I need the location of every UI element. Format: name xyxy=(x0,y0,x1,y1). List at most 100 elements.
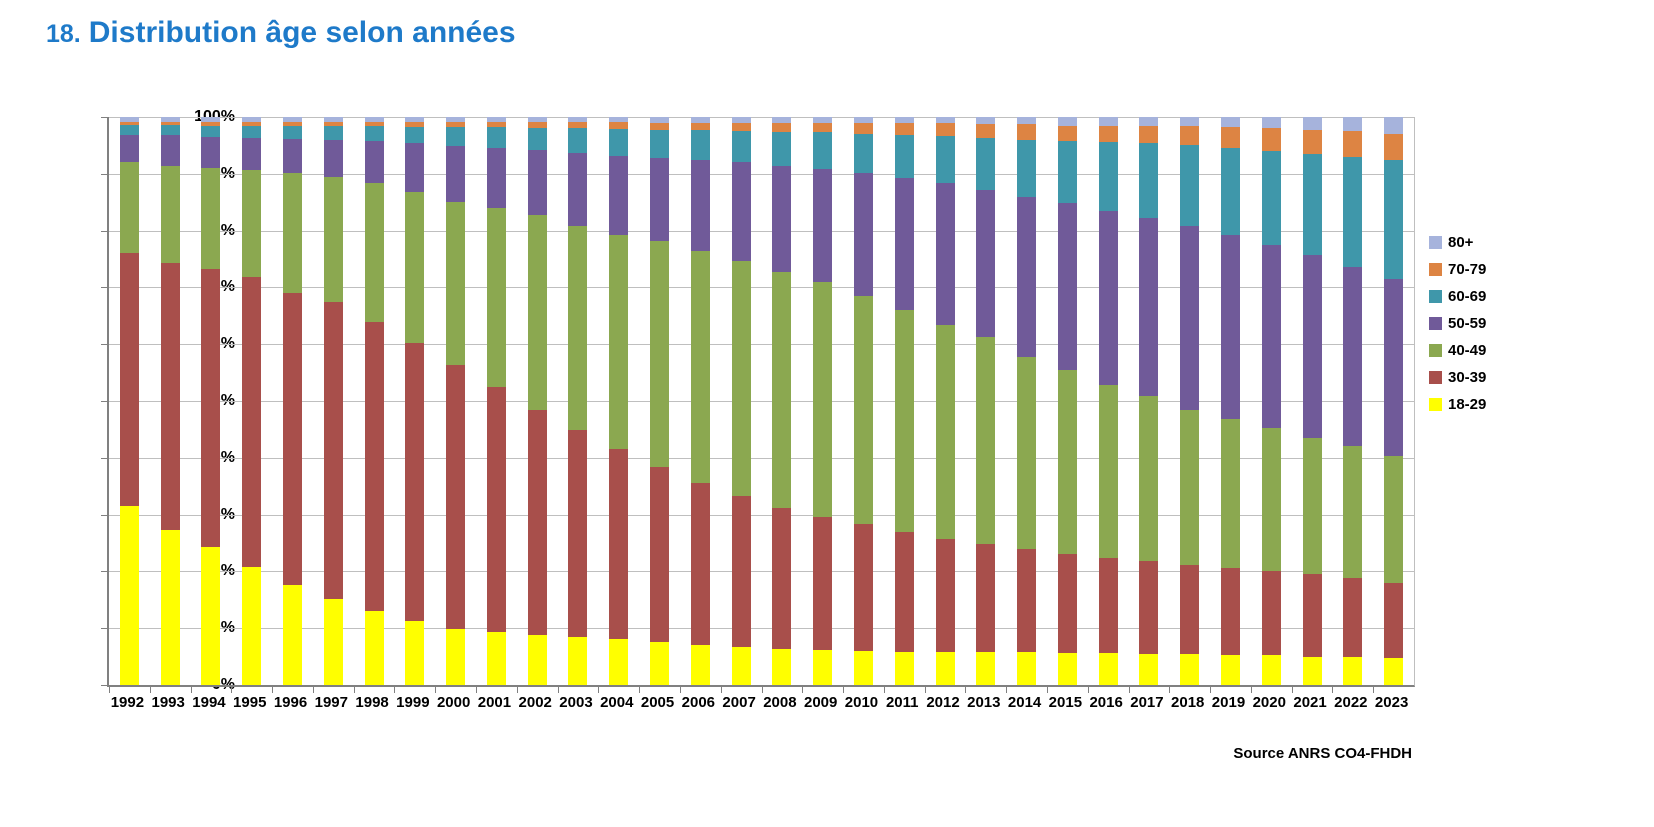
bar-slot-1996 xyxy=(272,117,313,685)
stacked-bar-2015 xyxy=(1057,117,1077,685)
bar-slot-2023 xyxy=(1373,117,1414,685)
bar-segment-2018-70-79 xyxy=(1180,126,1200,146)
bar-slot-2005 xyxy=(639,117,680,685)
bar-slot-2008 xyxy=(762,117,803,685)
bar-slot-2004 xyxy=(598,117,639,685)
bar-segment-2021-50-59 xyxy=(1302,255,1322,438)
y-tick xyxy=(101,173,109,175)
x-axis-label-1996: 1996 xyxy=(273,694,308,711)
x-tick xyxy=(802,687,804,693)
bar-segment-1997-60-69 xyxy=(323,126,343,140)
bar-segment-2004-60-69 xyxy=(609,128,629,156)
legend-label: 40-49 xyxy=(1448,342,1487,359)
bar-segment-1997-50-59 xyxy=(323,139,343,178)
x-axis-label-2016: 2016 xyxy=(1089,694,1123,711)
bar-segment-2015-50-59 xyxy=(1057,203,1077,370)
bar-segment-2017-50-59 xyxy=(1139,218,1159,397)
bar-segment-1996-80+ xyxy=(283,117,303,122)
bar-slot-2010 xyxy=(843,117,884,685)
bar-segment-2007-30-39 xyxy=(731,496,751,647)
bar-segment-2022-40-49 xyxy=(1343,446,1363,579)
legend-label: 50-59 xyxy=(1448,315,1487,332)
stacked-bar-1992 xyxy=(119,117,139,685)
bar-segment-2022-80+ xyxy=(1343,117,1363,132)
legend-swatch-18-29 xyxy=(1429,398,1442,411)
gridline-10% xyxy=(109,628,1414,630)
bar-segment-1995-60-69 xyxy=(242,125,262,139)
bar-segment-2019-60-69 xyxy=(1220,148,1240,236)
bar-segment-2004-70-79 xyxy=(609,122,629,129)
x-axis-label-2004: 2004 xyxy=(600,694,634,711)
bar-slot-2011 xyxy=(884,117,925,685)
bar-segment-1993-40-49 xyxy=(160,165,180,263)
stacked-bar-2014 xyxy=(1017,117,1037,685)
bar-slot-2013 xyxy=(965,117,1006,685)
bar-segment-1992-80+ xyxy=(119,117,139,122)
legend-swatch-30-39 xyxy=(1429,371,1442,384)
x-axis-label-2020: 2020 xyxy=(1252,694,1286,711)
legend-label: 60-69 xyxy=(1448,288,1487,305)
bar-segment-2017-40-49 xyxy=(1139,396,1159,562)
bar-segment-2008-40-49 xyxy=(772,271,792,509)
bar-segment-2018-80+ xyxy=(1180,117,1200,127)
bar-segment-2020-30-39 xyxy=(1261,571,1281,656)
x-tick xyxy=(1250,687,1252,693)
bar-segment-1996-30-39 xyxy=(283,292,303,586)
x-tick xyxy=(1046,687,1048,693)
bar-segment-2002-40-49 xyxy=(527,214,547,410)
bar-segment-2009-70-79 xyxy=(813,123,833,133)
bar-slot-2022 xyxy=(1332,117,1373,685)
x-tick xyxy=(394,687,396,693)
x-axis-label-2013: 2013 xyxy=(967,694,1001,711)
bar-segment-2014-60-69 xyxy=(1017,139,1037,197)
title-text: Distribution âge selon années xyxy=(88,16,516,49)
bar-segment-1999-80+ xyxy=(405,117,425,122)
stacked-bar-2004 xyxy=(609,117,629,685)
bar-segment-2005-50-59 xyxy=(650,157,670,241)
bar-segment-1993-70-79 xyxy=(160,121,180,125)
bar-segment-2004-40-49 xyxy=(609,235,629,450)
x-tick xyxy=(476,687,478,693)
bar-segment-2000-70-79 xyxy=(446,122,466,128)
stacked-bar-1999 xyxy=(405,117,425,685)
bar-segment-1992-50-59 xyxy=(119,134,139,163)
bar-segment-2011-50-59 xyxy=(894,177,914,311)
bar-segment-1995-50-59 xyxy=(242,138,262,171)
bar-segment-2003-40-49 xyxy=(568,225,588,430)
bar-segment-2009-30-39 xyxy=(813,516,833,650)
legend-item-70-79: 70-79 xyxy=(1429,256,1486,283)
bar-segment-1994-80+ xyxy=(201,117,221,122)
x-tick xyxy=(1087,687,1089,693)
bar-slot-2020 xyxy=(1251,117,1292,685)
y-tick xyxy=(101,685,109,686)
x-tick xyxy=(1169,687,1171,693)
stacked-bar-1993 xyxy=(160,117,180,685)
bar-segment-1998-60-69 xyxy=(364,126,384,141)
legend-swatch-70-79 xyxy=(1429,263,1442,276)
bar-segment-2016-80+ xyxy=(1098,117,1118,126)
bar-segment-1997-40-49 xyxy=(323,177,343,303)
y-tick xyxy=(101,571,109,573)
bar-segment-2015-18-29 xyxy=(1057,652,1077,685)
stacked-bar-2000 xyxy=(446,117,466,685)
bar-segment-2005-60-69 xyxy=(650,129,670,158)
bar-segment-2008-18-29 xyxy=(772,648,792,685)
bar-segment-1993-18-29 xyxy=(160,529,180,685)
bar-segment-1999-30-39 xyxy=(405,342,425,622)
x-tick xyxy=(843,687,845,693)
legend-item-60-69: 60-69 xyxy=(1429,283,1486,310)
bar-segment-2010-50-59 xyxy=(853,173,873,296)
bar-segment-1999-60-69 xyxy=(405,126,425,144)
x-axis-label-2006: 2006 xyxy=(681,694,716,711)
bar-segment-2010-40-49 xyxy=(853,295,873,524)
legend-swatch-60-69 xyxy=(1429,290,1442,303)
bar-slot-2001 xyxy=(476,117,517,685)
bar-segment-2022-30-39 xyxy=(1343,578,1363,658)
bar-segment-2001-70-79 xyxy=(486,122,506,128)
bar-segment-2015-60-69 xyxy=(1057,140,1077,204)
bar-segment-1999-18-29 xyxy=(405,621,425,685)
bar-segment-2012-30-39 xyxy=(935,539,955,652)
bar-segment-2007-18-29 xyxy=(731,646,751,685)
bar-segment-2016-18-29 xyxy=(1098,653,1118,685)
bar-segment-2000-40-49 xyxy=(446,202,466,366)
